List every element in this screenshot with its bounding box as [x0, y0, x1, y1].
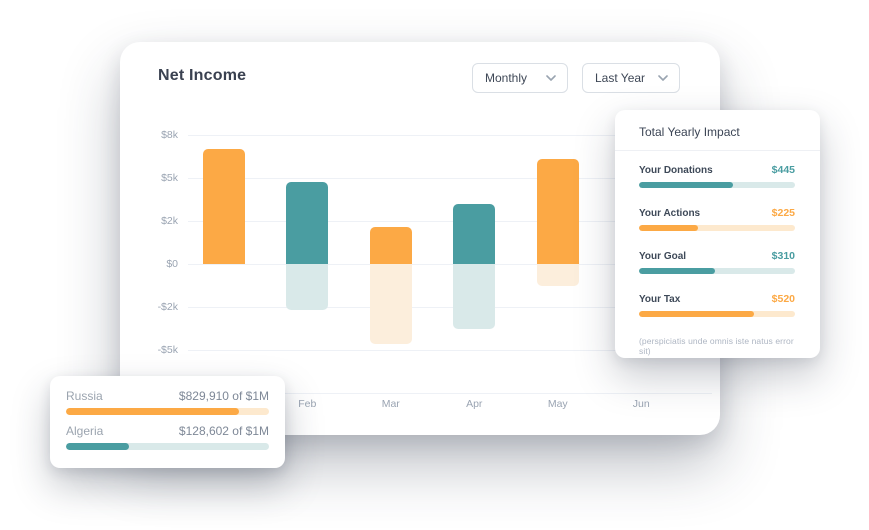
chart-bar-positive[interactable]	[369, 227, 412, 264]
range-dropdown[interactable]: Last Year	[582, 63, 680, 93]
impact-label: Your Actions	[639, 208, 701, 219]
period-dropdown-value: Monthly	[485, 71, 528, 85]
chart-bar-positive[interactable]	[286, 182, 329, 264]
impact-progress-bar	[639, 225, 795, 231]
country-value: $829,910 of $1M	[178, 389, 269, 403]
impact-row: Your Donations $445	[639, 164, 795, 188]
impact-value: $310	[771, 250, 795, 262]
impact-progress-bar	[639, 311, 795, 317]
impact-value: $520	[771, 293, 795, 305]
impact-value: $445	[771, 164, 795, 176]
impact-caption: (perspiciatis unde omnis iste natus erro…	[639, 336, 794, 356]
gridline	[188, 350, 712, 351]
country-label: Russia	[66, 389, 103, 403]
chart-bar-negative[interactable]	[453, 264, 496, 329]
country-progress-fill	[66, 408, 239, 415]
x-axis-tick-label: Feb	[298, 398, 317, 410]
impact-label: Your Tax	[639, 294, 681, 305]
country-row: Algeria $128,602 of $1M	[66, 424, 269, 450]
x-axis-tick-label: Jun	[632, 398, 650, 410]
page-title: Net Income	[158, 67, 247, 84]
gridline	[188, 178, 712, 179]
chart-bar-positive[interactable]	[536, 159, 579, 264]
gridline	[188, 135, 712, 136]
chart-bar-negative[interactable]	[369, 264, 412, 345]
range-dropdown-value: Last Year	[595, 71, 646, 85]
chart-bar-negative[interactable]	[536, 264, 579, 286]
y-axis-tick-label: $8k	[161, 129, 178, 141]
country-label: Algeria	[66, 424, 104, 438]
country-row: Russia $829,910 of $1M	[66, 389, 269, 415]
impact-panel-title: Total Yearly Impact	[639, 125, 740, 139]
impact-value: $225	[771, 207, 795, 219]
chevron-down-icon	[546, 75, 556, 81]
x-axis-tick-label: Apr	[466, 398, 483, 410]
gridline	[188, 307, 712, 308]
y-axis-tick-label: $0	[166, 258, 178, 270]
gridline	[188, 221, 712, 222]
divider	[615, 150, 820, 151]
period-dropdown[interactable]: Monthly	[472, 63, 568, 93]
country-value: $128,602 of $1M	[178, 424, 269, 438]
y-axis-tick-label: $5k	[161, 172, 178, 184]
country-progress-card: Russia $829,910 of $1M Algeria $128,602 of …	[50, 376, 285, 468]
chart-bar-positive[interactable]	[453, 203, 496, 264]
total-yearly-impact-panel: Total Yearly Impact Your Donations $445 Yo…	[615, 110, 820, 358]
country-progress-bar	[66, 443, 269, 450]
impact-progress-fill	[639, 268, 716, 274]
net-income-bar-chart: $8k $5k $2k $0 -$2k -$5k Feb Mar Apr May Jun	[120, 42, 720, 435]
chevron-down-icon	[658, 75, 668, 81]
y-axis-tick-label: -$5k	[157, 344, 178, 356]
x-axis-tick-label: May	[547, 398, 568, 410]
impact-label: Your Goal	[639, 251, 687, 262]
country-progress-bar	[66, 408, 269, 415]
impact-progress-fill	[639, 311, 755, 317]
gridline	[188, 264, 712, 265]
chart-bar-negative[interactable]	[286, 264, 329, 310]
country-progress-fill	[66, 443, 129, 450]
x-axis-tick-label: Mar	[381, 398, 400, 410]
impact-row: Your Goal $310	[639, 250, 795, 274]
chart-bar-positive[interactable]	[202, 149, 245, 264]
impact-progress-bar	[639, 268, 795, 274]
impact-progress-fill	[639, 182, 733, 188]
impact-label: Your Donations	[639, 165, 713, 176]
y-axis-tick-label: -$2k	[157, 301, 178, 313]
impact-progress-bar	[639, 182, 795, 188]
impact-row: Your Actions $225	[639, 207, 795, 231]
impact-row: Your Tax $520	[639, 293, 795, 317]
impact-progress-fill	[639, 225, 699, 231]
y-axis-tick-label: $2k	[161, 215, 178, 227]
x-axis-line	[188, 393, 712, 394]
